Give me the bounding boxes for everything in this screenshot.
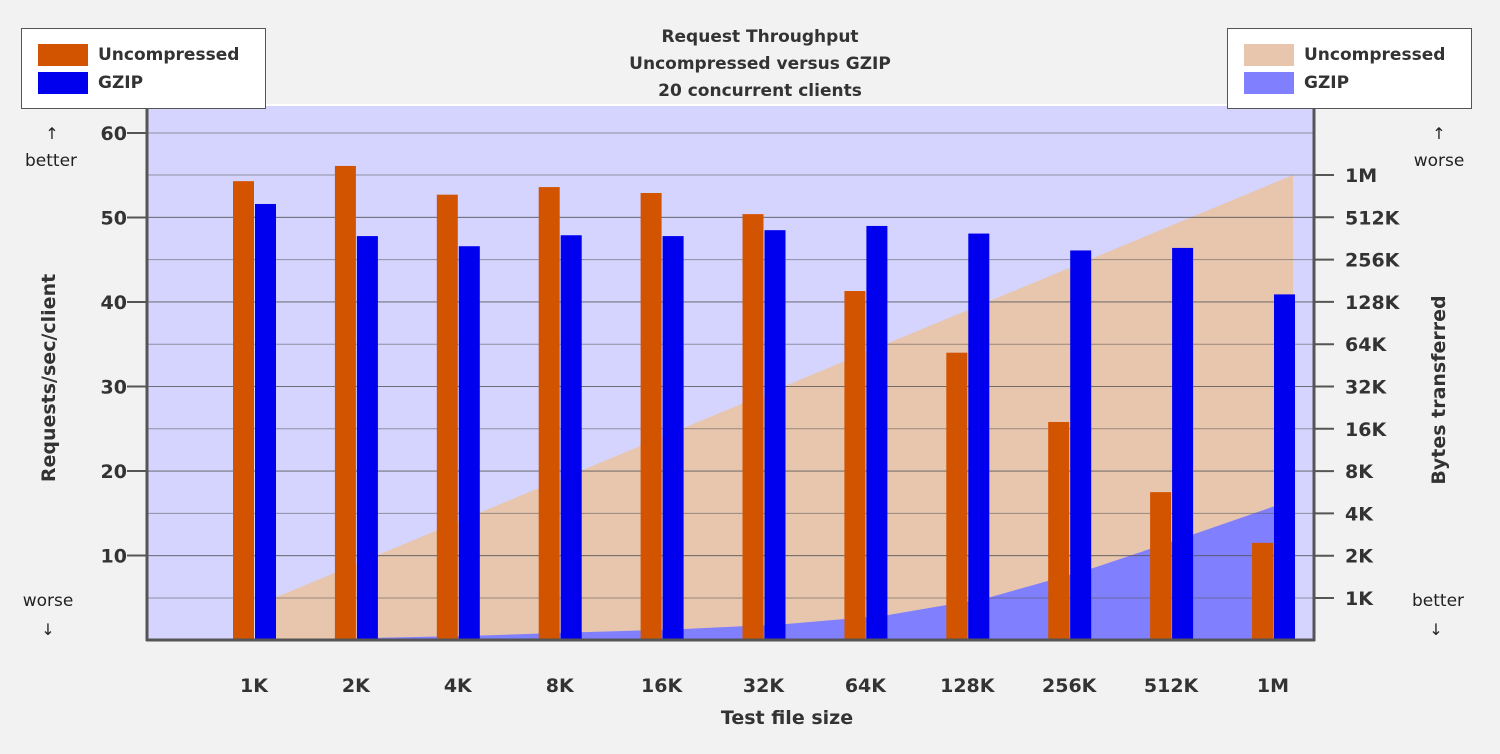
y-tick-label-right: 8K xyxy=(1345,461,1374,483)
bar-uncompressed-4k xyxy=(436,194,458,640)
bar-gzip-16k xyxy=(662,236,684,640)
y-tick-label-right: 4K xyxy=(1345,503,1374,525)
arrow-up-icon: ↑ xyxy=(45,124,59,143)
bar-gzip-4k xyxy=(458,246,480,641)
x-tick-label: 1K xyxy=(240,675,269,697)
x-tick-label: 64K xyxy=(845,675,887,697)
y-tick-label-right: 256K xyxy=(1345,250,1401,272)
x-tick-label: 512K xyxy=(1144,675,1200,697)
bar-uncompressed-32k xyxy=(742,214,764,640)
note-right-top: worse xyxy=(1413,151,1465,171)
bar-gzip-64k xyxy=(866,225,888,640)
legend-left-item-uncompressed: Uncompressed xyxy=(38,43,239,67)
bar-uncompressed-1m xyxy=(1252,542,1273,640)
y-tick-label-left: 40 xyxy=(101,292,127,314)
x-tick-label: 256K xyxy=(1042,675,1098,697)
legend-swatch xyxy=(38,44,88,66)
bar-uncompressed-256k xyxy=(1048,421,1070,640)
bar-uncompressed-64k xyxy=(844,291,866,640)
legend-label: Uncompressed xyxy=(1304,45,1446,65)
x-axis-label: Test file size xyxy=(721,707,853,729)
x-tick-label: 2K xyxy=(342,675,371,697)
x-tick-label: 8K xyxy=(546,675,575,697)
y-tick-label-right: 1K xyxy=(1345,588,1374,610)
y-tick-label-right: 128K xyxy=(1345,292,1401,314)
bar-gzip-256k xyxy=(1070,250,1092,640)
bar-uncompressed-16k xyxy=(640,192,662,640)
legend-left: Uncompressed GZIP xyxy=(21,28,266,109)
y-tick-label-left: 20 xyxy=(101,461,127,483)
bar-gzip-512k xyxy=(1172,247,1194,641)
bar-gzip-128k xyxy=(968,233,990,640)
axes-layer xyxy=(145,104,1316,642)
x-tick-label: 4K xyxy=(444,675,473,697)
y-tick-label-right: 32K xyxy=(1345,377,1387,399)
note-right-bottom: better xyxy=(1411,591,1465,611)
title-line-2: Uncompressed versus GZIP xyxy=(629,54,891,74)
x-tick-label: 16K xyxy=(641,675,683,697)
tick-layer: 10 20 30 40 50 60 1K 2K 4K 8K 16K 32K 64K 128K 256K 512… xyxy=(101,123,1401,697)
chart-title: Request Throughput Uncompressed versus G… xyxy=(560,24,960,105)
bar-gzip-8k xyxy=(560,235,582,640)
y-axis-left-label: Requests/sec/client xyxy=(38,274,60,482)
legend-right: Uncompressed GZIP xyxy=(1227,28,1472,109)
bar-uncompressed-2k xyxy=(334,165,356,640)
x-tick-label: 128K xyxy=(940,675,996,697)
legend-left-item-gzip: GZIP xyxy=(38,71,143,95)
arrow-down-icon: ↓ xyxy=(1429,620,1443,639)
legend-swatch xyxy=(38,72,88,94)
legend-label: Uncompressed xyxy=(98,45,240,65)
legend-label: GZIP xyxy=(98,73,144,93)
note-left-top: better xyxy=(24,151,78,171)
y-tick-label-right: 64K xyxy=(1345,334,1387,356)
y-tick-label-left: 50 xyxy=(101,208,127,230)
bar-gzip-32k xyxy=(764,230,786,641)
y-tick-label-right: 1M xyxy=(1345,165,1377,187)
arrow-up-icon: ↑ xyxy=(1432,124,1446,143)
bar-layer xyxy=(233,165,1295,641)
legend-right-item-gzip: GZIP xyxy=(1244,71,1349,95)
y-axis-right-label: Bytes transferred xyxy=(1428,295,1450,484)
title-line-1: Request Throughput xyxy=(661,27,859,47)
note-left-bottom: worse xyxy=(22,591,74,611)
legend-label: GZIP xyxy=(1304,73,1350,93)
area-gzip xyxy=(274,499,1293,641)
bar-gzip-1k xyxy=(255,203,276,641)
x-tick-label: 1M xyxy=(1257,675,1289,697)
y-tick-label-right: 2K xyxy=(1345,546,1374,568)
bar-uncompressed-8k xyxy=(538,187,560,640)
legend-swatch xyxy=(1244,72,1294,94)
y-tick-label-right: 16K xyxy=(1345,419,1387,441)
arrow-down-icon: ↓ xyxy=(41,620,55,639)
y-tick-label-right: 512K xyxy=(1345,207,1401,229)
legend-right-item-uncompressed: Uncompressed xyxy=(1244,43,1445,67)
bar-gzip-1m xyxy=(1274,294,1295,640)
x-tick-label: 32K xyxy=(743,675,785,697)
bar-uncompressed-1k xyxy=(233,181,254,641)
y-tick-label-left: 10 xyxy=(101,546,127,568)
bar-uncompressed-128k xyxy=(946,352,968,640)
y-tick-label-left: 30 xyxy=(101,377,127,399)
y-tick-label-left: 60 xyxy=(101,123,127,145)
title-line-3: 20 concurrent clients xyxy=(658,81,862,101)
legend-swatch xyxy=(1244,44,1294,66)
bar-gzip-2k xyxy=(356,236,378,640)
bar-uncompressed-512k xyxy=(1150,492,1172,640)
